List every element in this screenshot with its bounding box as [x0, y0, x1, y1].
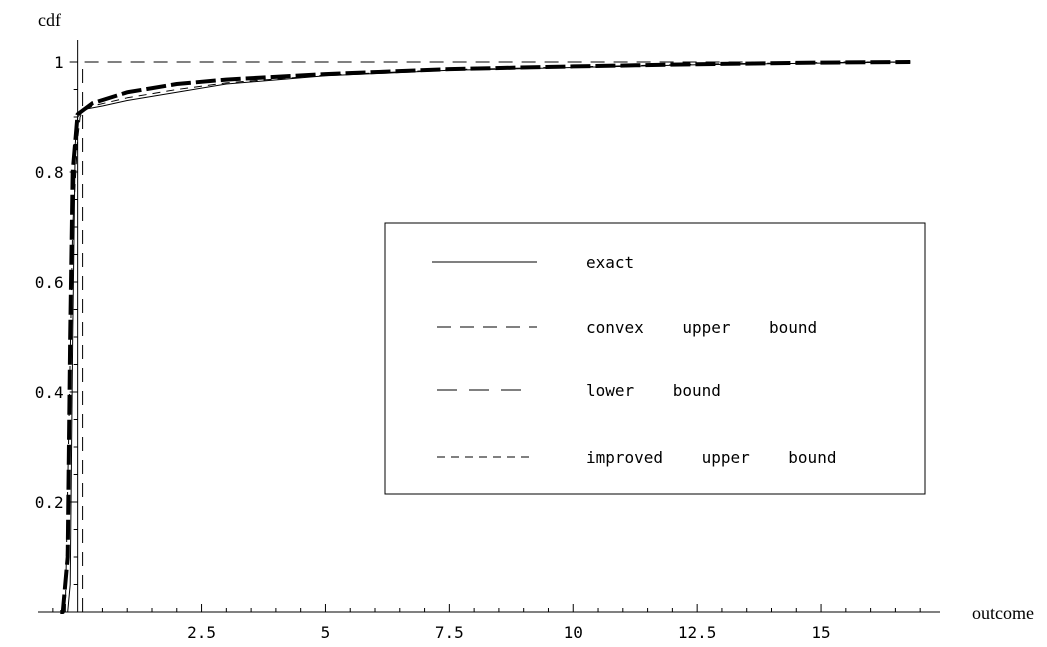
y-tick-label: 0.8	[35, 163, 64, 182]
x-tick-label: 2.5	[187, 623, 216, 642]
x-tick-label: 15	[811, 623, 830, 642]
x-tick-label: 12.5	[678, 623, 717, 642]
legend-label-exact: exact	[586, 253, 634, 272]
y-tick-label: 0.6	[35, 273, 64, 292]
series-line-lower-bound	[60, 60, 911, 614]
x-tick-label: 7.5	[435, 623, 464, 642]
series-line-improved-upper-bound	[64, 61, 911, 613]
y-tick-label: 0.4	[35, 383, 64, 402]
legend-label-lower-bound: lower bound	[586, 381, 721, 400]
y-axis-title: cdf	[38, 10, 61, 30]
legend-box	[384, 222, 926, 495]
legend: exact convex upper bound lower bound imp…	[384, 222, 926, 495]
legend-label-convex-upper-bound: convex upper bound	[586, 318, 817, 337]
legend-item-improved-upper-bound: improved upper bound	[437, 448, 836, 467]
legend-item-lower-bound: lower bound	[437, 381, 721, 400]
legend-label-improved-upper-bound: improved upper bound	[586, 448, 836, 467]
y-tick-label: 1	[54, 53, 64, 72]
y-tick-label: 0.2	[35, 493, 64, 512]
series-group	[60, 60, 911, 614]
ticks: 2.5 5 7.5 10 12.5 15 0.2 0.4 0.6 0.8 1	[35, 53, 921, 642]
x-axis-title: outcome	[972, 603, 1034, 623]
x-tick-label: 5	[321, 623, 331, 642]
legend-item-convex-upper-bound: convex upper bound	[437, 318, 817, 337]
x-tick-label: 10	[564, 623, 583, 642]
legend-item-exact: exact	[432, 253, 634, 272]
